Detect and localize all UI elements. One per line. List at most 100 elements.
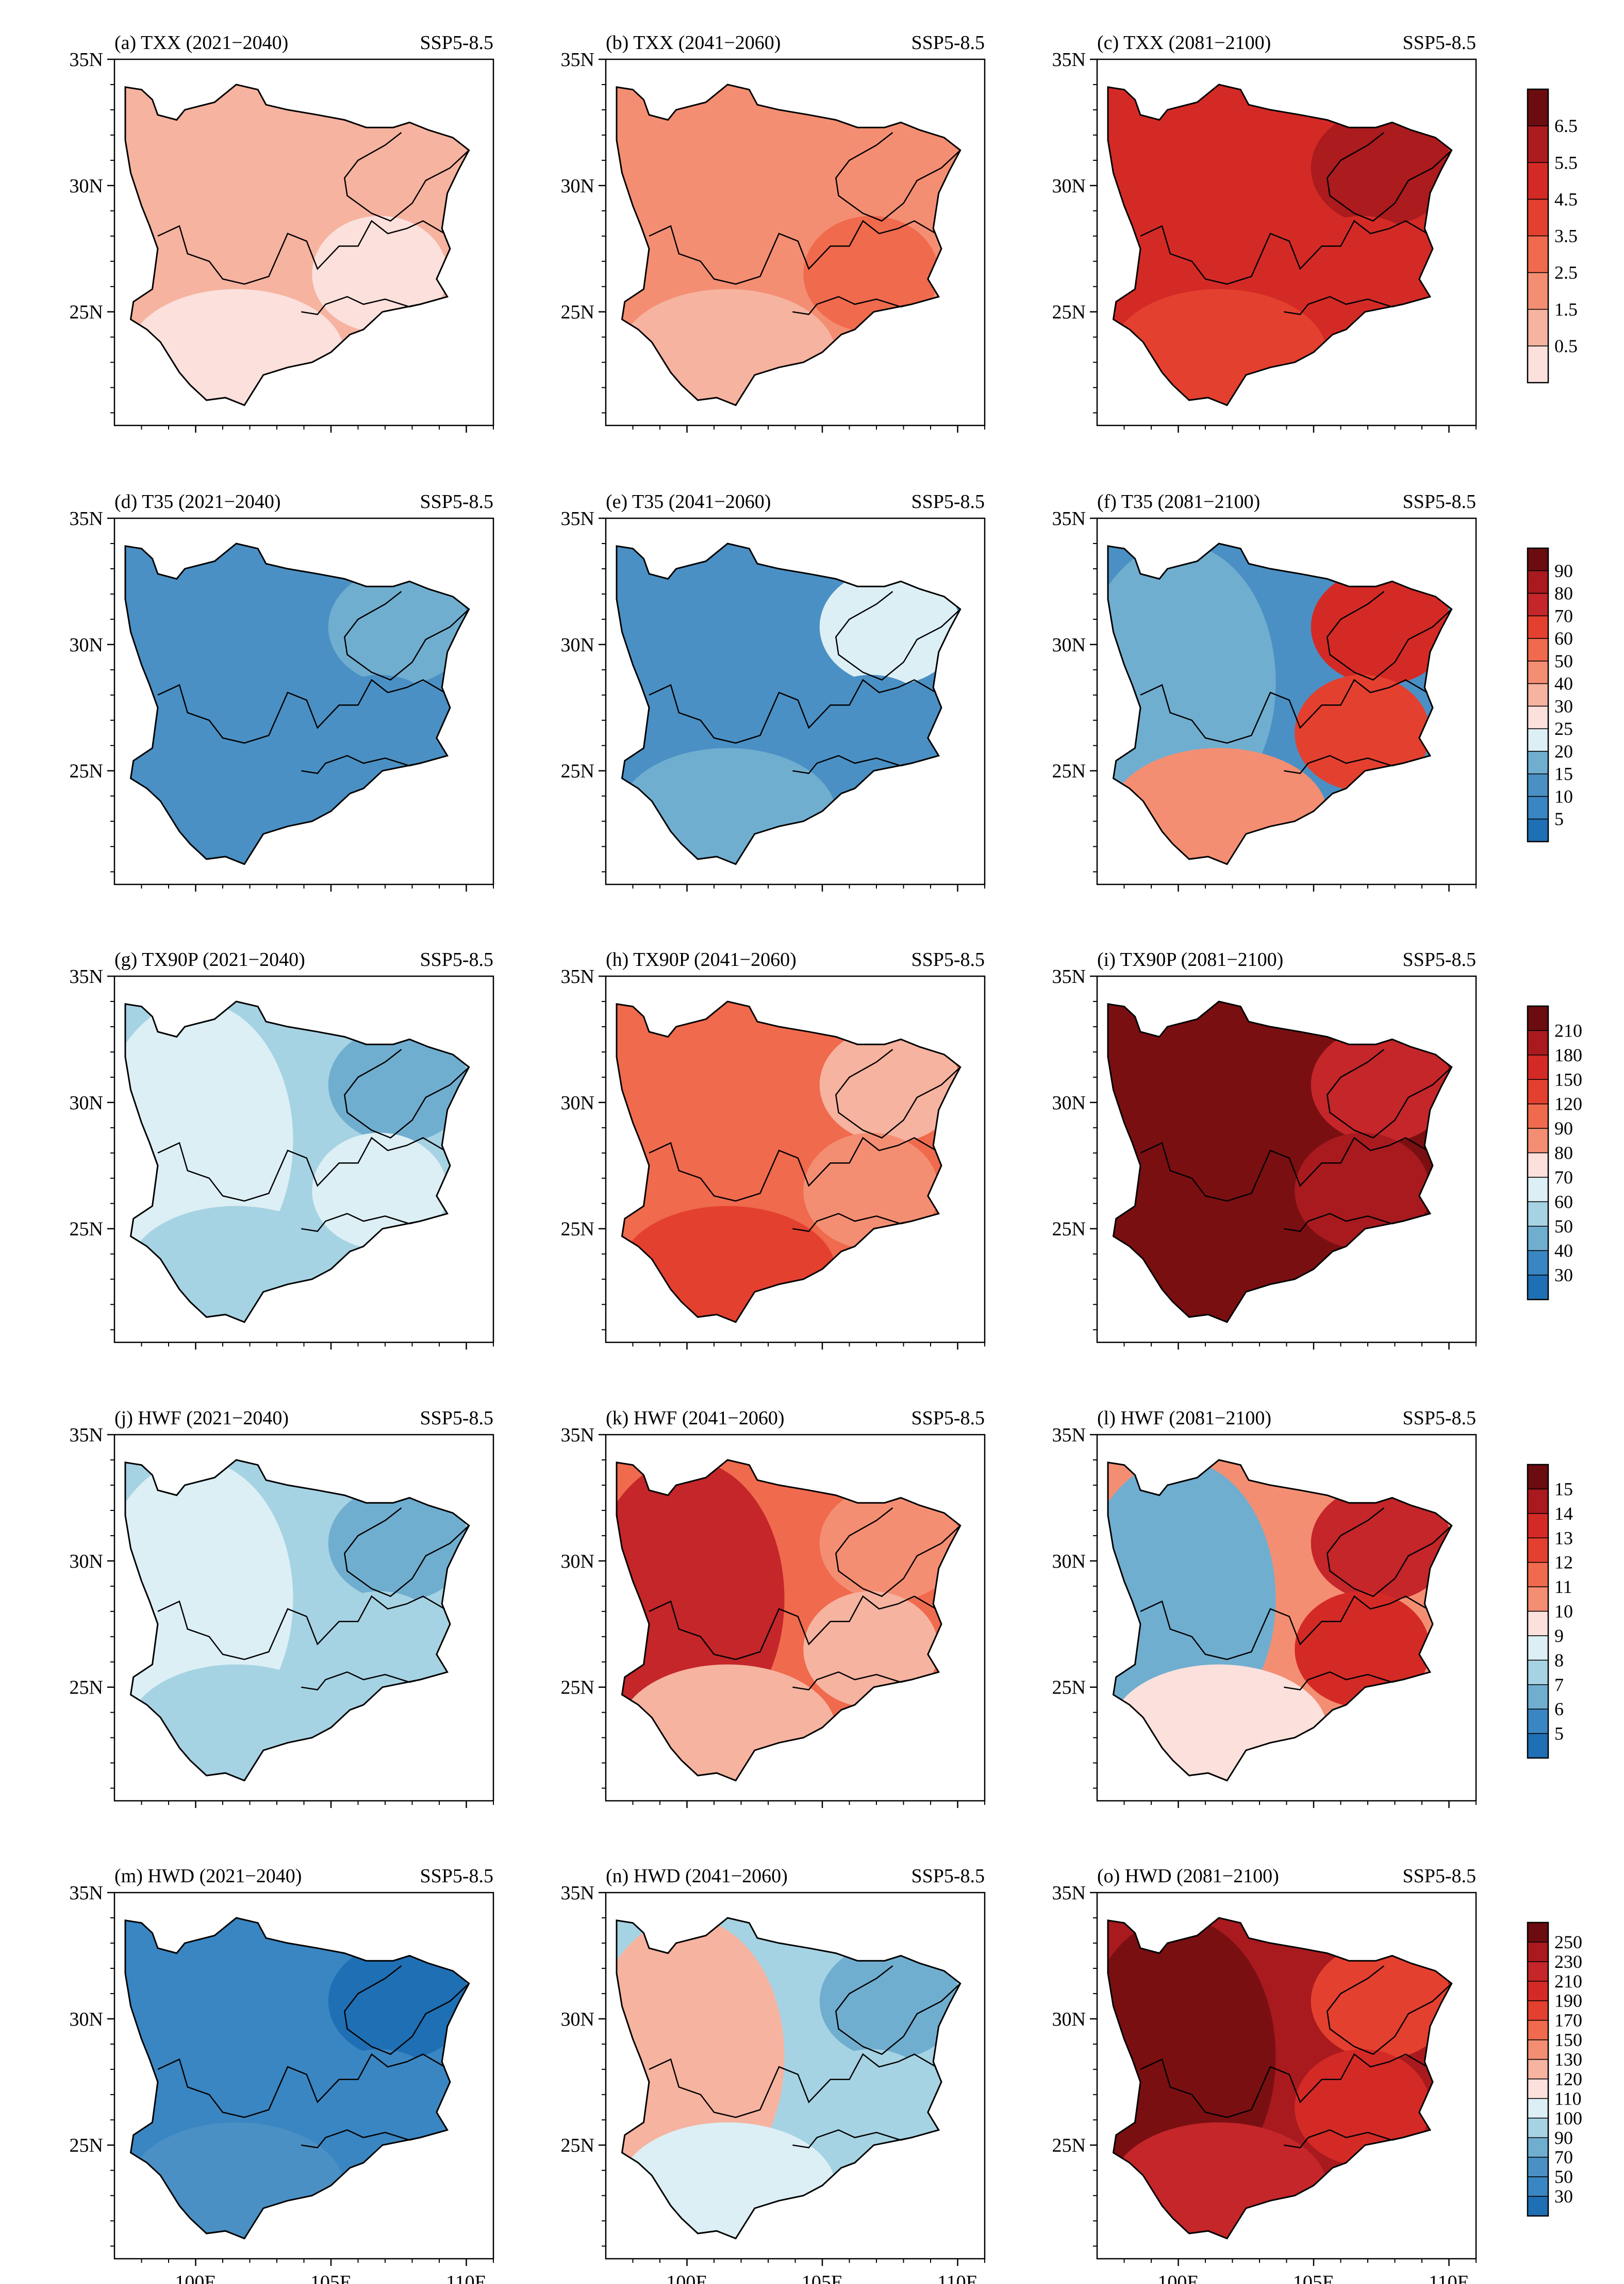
colorbar-label: 210 [1554,1971,1582,1992]
province-border [343,591,470,681]
field-region [803,216,939,332]
colorbar-label: 30 [1554,696,1573,716]
colorbar-bin [1527,272,1549,310]
colorbar-label: 20 [1554,741,1573,762]
scenario-label: SSP5-8.5 [911,1865,985,1887]
province-border [792,1671,912,1690]
panel-title: (i) TX90P (2081−2100) [1097,949,1283,971]
colorbar-label: 50 [1554,2166,1573,2187]
map-panel: (o) HWD (2081−2100) SSP5-8.5 35N 30N 25N 100E… [1052,1865,1477,2284]
colorbar-bin [1527,346,1549,383]
colorbar-label: 7 [1554,1674,1564,1695]
province-border [301,2129,421,2148]
colorbar-label: 100 [1554,2108,1582,2128]
colorbar-bin [1527,1635,1549,1661]
lat-label: 35N [561,1882,594,1904]
colorbar-bin [1527,1128,1549,1154]
field-region [803,1591,939,1707]
lat-label: 35N [561,508,594,530]
panel-title: (o) HWD (2081−2100) [1097,1865,1279,1887]
field-region [312,1591,448,1707]
colorbar-label: 5 [1554,809,1564,829]
lat-label: 35N [1052,1424,1086,1446]
colorbar-bin [1527,1274,1549,1300]
colorbar-label: 14 [1554,1503,1573,1524]
lon-label: 110E [937,2272,978,2284]
colorbar-bin [1527,1922,1549,1943]
panel-title: (n) HWD (2041−2060) [606,1865,788,1887]
colorbar: 210 180 150 120 90 80 70 60 50 40 30 [1527,1005,1582,1301]
field-region [819,1485,960,1602]
province-border [1284,1671,1403,1690]
lat-label: 30N [1052,634,1086,656]
field-region [328,1943,469,2060]
colorbar-label: 10 [1554,1601,1573,1622]
scenario-label: SSP5-8.5 [1402,1407,1476,1429]
field-region [803,2049,939,2165]
colorbar-label: 12 [1554,1552,1573,1573]
province-border [301,754,421,774]
colorbar-bin [1527,570,1549,594]
colorbar-bin [1527,89,1549,126]
lat-label: 30N [70,634,103,656]
province-border [1284,754,1403,774]
colorbar-label: 110 [1554,2088,1582,2109]
lat-label: 35N [70,49,103,71]
lat-label: 30N [70,1092,103,1114]
colorbar-label: 30 [1554,2186,1573,2207]
lat-label: 25N [70,1219,103,1240]
lat-label: 25N [70,302,103,323]
colorbar-bin [1527,818,1549,842]
colorbar-bin [1527,1659,1549,1685]
panel-title: (j) HWF (2021−2040) [114,1407,289,1429]
province-border [649,1595,937,1661]
lat-label: 35N [1052,966,1086,988]
panel-title: (m) HWD (2021−2040) [114,1865,302,1887]
field-region [1295,216,1430,332]
lat-label: 35N [1052,508,1086,530]
lat-label: 25N [561,1677,594,1699]
scenario-label: SSP5-8.5 [911,949,985,971]
colorbar: 15 14 13 12 11 10 9 8 7 6 5 [1527,1464,1573,1759]
province-border [792,2129,912,2148]
province-border [301,1671,421,1690]
province-border [1284,1212,1403,1232]
colorbar-label: 60 [1554,628,1573,649]
colorbar: 6.5 5.5 4.5 3.5 2.5 1.5 0.5 [1527,88,1578,384]
colorbar-bin [1527,2196,1549,2216]
colorbar-label: 150 [1554,2030,1582,2050]
lat-label: 30N [561,2009,594,2030]
colorbar-frame [1527,1005,1549,1301]
colorbar-label: 170 [1554,2010,1582,2031]
province-border [1140,1137,1428,1202]
province-border [157,1595,445,1661]
colorbar-bin [1527,2078,1549,2099]
lon-label: 110E [1429,2272,1469,2284]
colorbar-label: 2.5 [1554,262,1578,283]
colorbar-frame [1527,1464,1549,1759]
province-border [1284,295,1403,315]
colorbar-bin [1527,1055,1549,1080]
region-outline [124,1000,470,1323]
colorbar-label: 3.5 [1554,226,1578,247]
colorbar-bin [1527,1942,1549,1962]
colorbar-bin [1527,235,1549,273]
lat-label: 30N [561,1551,594,1572]
scenario-label: SSP5-8.5 [420,1407,493,1429]
colorbar-bin [1527,1006,1549,1031]
map-panel: (l) HWF (2081−2100) SSP5-8.5 35N 30N 25N [1052,1407,1477,1808]
field-region [1311,1943,1452,2060]
lat-label: 30N [561,634,594,656]
colorbar-label: 180 [1554,1045,1582,1065]
lat-label: 25N [561,761,594,782]
scenario-label: SSP5-8.5 [420,949,493,971]
colorbar-label: 80 [1554,583,1573,604]
colorbar-bin [1527,1513,1549,1538]
lat-label: 35N [70,508,103,530]
colorbar-bin [1527,615,1549,639]
field-region [1311,1485,1452,1602]
lat-label: 25N [1052,2135,1086,2157]
field-region [328,109,469,226]
colorbar-label: 90 [1554,1118,1573,1139]
